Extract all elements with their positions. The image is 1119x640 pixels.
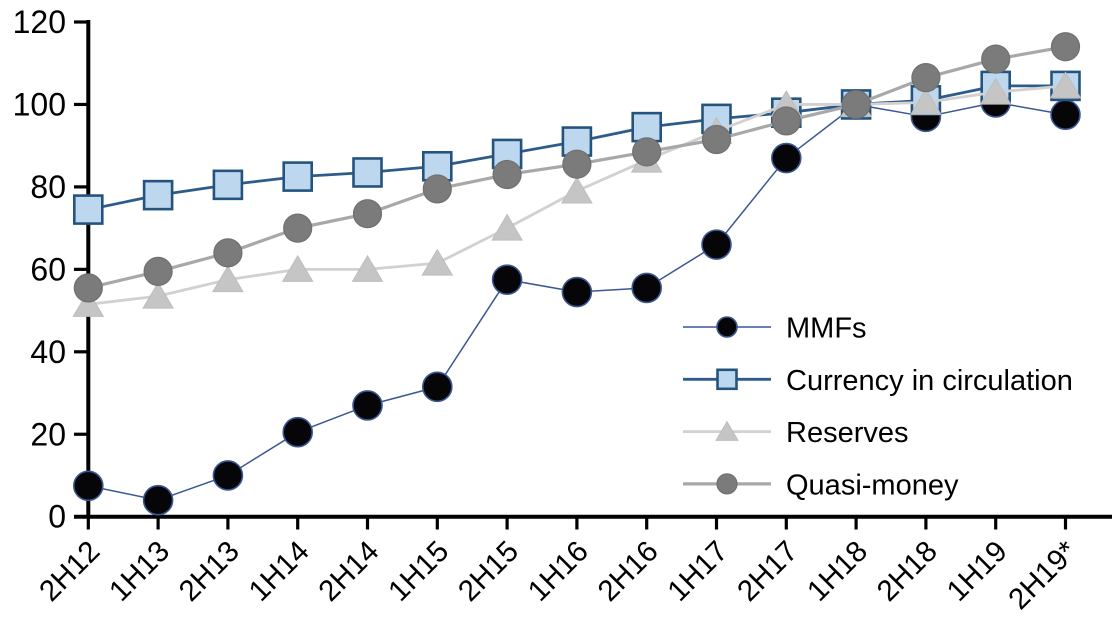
- mmfs-marker: [1050, 99, 1081, 131]
- legend-label-mmfs: MMFs: [786, 313, 867, 345]
- quasi-money-marker: [492, 159, 522, 190]
- quasi-money-marker: [283, 213, 313, 243]
- quasi-money-marker: [701, 124, 732, 155]
- quasi-money-marker: [562, 149, 592, 179]
- mmfs-marker: [282, 416, 314, 448]
- legend-item-reserves: Reserves: [683, 417, 909, 449]
- currency-in-circulation-marker: [212, 169, 244, 201]
- y-axis-tick-label: 60: [30, 251, 66, 287]
- currency-in-circulation-marker: [282, 161, 314, 192]
- quasi-money-marker: [422, 174, 452, 204]
- legend: MMFs Currency in circulation Reserves Quasi…: [683, 313, 1073, 501]
- y-axis-tick-label: 80: [30, 169, 66, 205]
- x-axis-tick-label: 1H17: [661, 535, 734, 608]
- legend-square-icon: [716, 368, 738, 391]
- mmfs-marker: [142, 484, 174, 516]
- quasi-money-marker: [352, 199, 383, 229]
- mmfs-marker: [491, 264, 523, 295]
- y-axis-tick-label: 20: [30, 416, 66, 452]
- currency-in-circulation-marker: [631, 111, 663, 143]
- reserves-marker: [910, 87, 942, 115]
- x-axis-tick-label: 2H18: [871, 535, 944, 608]
- x-axis-tick-label: 2H14: [312, 535, 385, 608]
- x-axis-tick-label: 1H13: [103, 535, 176, 608]
- legend-item-mmfs: MMFs: [683, 313, 867, 345]
- legend-label-currency-in-circulation: Currency in circulation: [786, 365, 1073, 397]
- x-axis-tick-label: 2H15: [452, 535, 525, 608]
- reserves-marker: [979, 77, 1012, 105]
- quasi-money-marker: [981, 44, 1011, 74]
- mmfs-marker: [770, 142, 802, 174]
- legend-item-quasi-money: Quasi-money: [683, 469, 959, 501]
- reserves-marker: [491, 213, 523, 241]
- x-axis-tick-label: 2H19*: [1002, 534, 1084, 616]
- reserves-marker: [351, 254, 384, 282]
- quasi-money-marker: [213, 238, 243, 268]
- mmfs-marker: [631, 272, 663, 304]
- x-axis-tick-label: 1H19: [940, 535, 1013, 608]
- quasi-money-marker: [1050, 32, 1081, 62]
- x-axis-tick-label: 2H12: [33, 535, 106, 608]
- quasi-money-marker: [632, 137, 662, 167]
- series-reserves: [72, 71, 1082, 317]
- mmfs-marker: [561, 276, 593, 308]
- reserves-marker: [142, 281, 174, 309]
- reserves-marker: [281, 254, 314, 282]
- y-axis-tick-label: 0: [48, 499, 66, 535]
- quasi-money-marker: [771, 106, 801, 136]
- mmfs-marker: [421, 371, 453, 403]
- reserves-marker: [421, 248, 454, 276]
- quasi-money-marker: [911, 63, 941, 93]
- x-axis-tick-label: 1H15: [382, 535, 455, 608]
- mmfs-marker: [73, 470, 104, 502]
- reserves-marker: [561, 176, 593, 204]
- legend-triangle-icon: [715, 420, 739, 441]
- currency-in-circulation-marker: [73, 194, 104, 225]
- x-axis-tick-label: 1H14: [242, 535, 315, 608]
- legend-item-currency-in-circulation: Currency in circulation: [683, 365, 1073, 397]
- x-axis-tick-label: 2H17: [731, 535, 804, 608]
- reserves-marker: [72, 289, 105, 317]
- currency-in-circulation-marker: [352, 157, 383, 188]
- series-mmfs: [73, 87, 1081, 516]
- mmfs-marker: [352, 390, 383, 421]
- legend-label-reserves: Reserves: [786, 417, 909, 449]
- mmfs-marker: [212, 460, 244, 491]
- y-axis-tick-label: 120: [13, 4, 66, 40]
- x-axis-tick-label: 1H16: [522, 535, 595, 608]
- x-axis-tick-label: 2H16: [591, 535, 664, 608]
- y-axis-tick-label: 100: [13, 86, 66, 122]
- series-quasi-money: [73, 32, 1081, 303]
- x-axis-tick-label: 2H13: [173, 535, 246, 608]
- legend-label-quasi-money: Quasi-money: [786, 469, 959, 501]
- reserves-marker: [1049, 71, 1082, 99]
- quasi-money-marker: [841, 89, 871, 120]
- x-axis-tick-label: 1H18: [801, 535, 874, 608]
- mmfs-marker: [701, 229, 732, 260]
- legend-circle-icon: [716, 316, 738, 338]
- quasi-money-marker: [73, 273, 103, 303]
- quasi-money-marker: [143, 256, 173, 287]
- y-axis-tick-label: 40: [30, 334, 66, 370]
- reserves-marker: [212, 265, 244, 293]
- legend-circle-icon: [716, 473, 738, 495]
- currency-in-circulation-marker: [142, 179, 174, 211]
